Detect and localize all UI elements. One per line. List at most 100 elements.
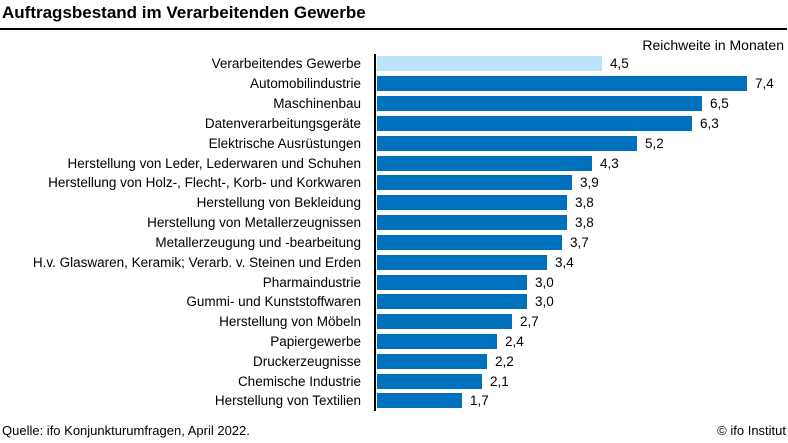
bar: [377, 96, 702, 112]
chart-row: Metallerzeugung und -bearbeitung 3,7: [0, 232, 788, 252]
chart-row: H.v. Glaswaren, Keramik; Verarb. v. Stei…: [0, 252, 788, 272]
category-label: Druckerzeugnisse: [252, 353, 361, 369]
bar-wrap: 6,3: [377, 115, 719, 131]
value-label: 6,3: [700, 115, 719, 131]
bar-wrap: 3,0: [377, 274, 554, 290]
y-axis-line: [374, 54, 376, 411]
value-label: 4,3: [600, 155, 619, 171]
bar: [377, 294, 527, 310]
category-label: Herstellung von Leder, Lederwaren und Sc…: [67, 155, 361, 171]
bar-wrap: 3,0: [377, 294, 554, 310]
bar-wrap: 2,4: [377, 334, 524, 349]
chart-row: Papiergewerbe 2,4: [0, 332, 788, 352]
value-label: 5,2: [645, 135, 664, 151]
chart-rows: Verarbeitendes Gewerbe 4,5 Automobilindust…: [0, 54, 788, 411]
bar: [377, 215, 567, 231]
bar: [377, 373, 482, 389]
category-label: Gummi- und Kunststoffwaren: [186, 294, 361, 310]
value-label: 2,1: [490, 373, 509, 389]
category-label: Papiergewerbe: [270, 334, 361, 349]
bar: [377, 135, 637, 151]
category-label: Herstellung von Bekleidung: [196, 195, 361, 211]
chart-row: Verarbeitendes Gewerbe 4,5: [0, 54, 788, 74]
category-label: Herstellung von Möbeln: [219, 314, 361, 330]
value-label: 2,4: [505, 334, 524, 349]
value-label: 3,7: [570, 234, 589, 250]
value-label: 3,8: [575, 195, 594, 211]
category-label: Verarbeitendes Gewerbe: [211, 56, 361, 72]
category-label: Automobilindustrie: [249, 76, 361, 92]
chart-row: Herstellung von Metallerzeugnissen 3,8: [0, 213, 788, 233]
bar-wrap: 1,7: [377, 393, 489, 409]
bar: [377, 314, 512, 330]
category-label: Herstellung von Textilien: [214, 393, 361, 409]
bar-wrap: 3,8: [377, 215, 594, 231]
bar-wrap: 2,1: [377, 373, 509, 389]
chart-row: Maschinenbau 6,5: [0, 94, 788, 114]
bar: [377, 155, 592, 171]
category-label: Metallerzeugung und -bearbeitung: [155, 234, 361, 250]
bar-wrap: 6,5: [377, 96, 729, 112]
value-label: 7,4: [755, 76, 774, 92]
chart-row: Chemische Industrie 2,1: [0, 371, 788, 391]
chart-row: Herstellung von Bekleidung 3,8: [0, 193, 788, 213]
bar-wrap: 4,5: [377, 56, 629, 72]
value-label: 3,4: [555, 254, 574, 270]
chart-row: Automobilindustrie 7,4: [0, 74, 788, 94]
bar-wrap: 3,7: [377, 234, 589, 250]
bar: [377, 393, 462, 409]
chart-row: Herstellung von Möbeln 2,7: [0, 312, 788, 332]
title-underline: [0, 28, 787, 30]
category-label: Maschinenbau: [273, 96, 361, 112]
value-label: 1,7: [470, 393, 489, 409]
bar: [377, 353, 487, 369]
source-note: Quelle: ifo Konjunkturumfragen, April 20…: [2, 423, 250, 438]
value-label: 3,9: [580, 175, 599, 191]
chart-row: Herstellung von Holz-, Flecht-, Korb- un…: [0, 173, 788, 193]
chart-row: Pharmaindustrie 3,0: [0, 272, 788, 292]
chart-row: Herstellung von Leder, Lederwaren und Sc…: [0, 153, 788, 173]
bar: [377, 175, 572, 191]
bar-wrap: 2,7: [377, 314, 539, 330]
category-label: Herstellung von Holz-, Flecht-, Korb- un…: [48, 175, 361, 191]
x-axis-caption: Reichweite in Monaten: [642, 37, 784, 53]
value-label: 2,7: [520, 314, 539, 330]
chart-row: Gummi- und Kunststoffwaren 3,0: [0, 292, 788, 312]
chart-row: Datenverarbeitungsgeräte 6,3: [0, 113, 788, 133]
value-label: 3,0: [535, 294, 554, 310]
copyright-note: © ifo Institut: [717, 423, 786, 438]
bar-wrap: 3,4: [377, 254, 574, 270]
category-label: H.v. Glaswaren, Keramik; Verarb. v. Stei…: [32, 254, 361, 270]
value-label: 4,5: [610, 56, 629, 72]
bar-wrap: 5,2: [377, 135, 664, 151]
category-label: Herstellung von Metallerzeugnissen: [147, 215, 361, 231]
bar-wrap: 3,9: [377, 175, 599, 191]
category-label: Pharmaindustrie: [262, 274, 361, 290]
bar: [377, 334, 497, 349]
value-label: 3,8: [575, 215, 594, 231]
bar: [377, 76, 747, 92]
bar-chart: Verarbeitendes Gewerbe 4,5 Automobilindust…: [0, 54, 788, 411]
value-label: 2,2: [495, 353, 514, 369]
bar: [377, 254, 547, 270]
value-label: 6,5: [710, 96, 729, 112]
bar: [377, 56, 602, 72]
value-label: 3,0: [535, 274, 554, 290]
category-label: Elektrische Ausrüstungen: [208, 135, 361, 151]
category-label: Chemische Industrie: [237, 373, 361, 389]
bar: [377, 274, 527, 290]
bar-wrap: 2,2: [377, 353, 514, 369]
category-label: Datenverarbeitungsgeräte: [204, 115, 361, 131]
footer: Quelle: ifo Konjunkturumfragen, April 20…: [0, 422, 788, 438]
bar: [377, 234, 562, 250]
chart-row: Druckerzeugnisse 2,2: [0, 351, 788, 371]
bar-wrap: 3,8: [377, 195, 594, 211]
bar-wrap: 7,4: [377, 76, 774, 92]
chart-row: Elektrische Ausrüstungen 5,2: [0, 133, 788, 153]
chart-row: Herstellung von Textilien 1,7: [0, 391, 788, 411]
chart-title: Auftragsbestand im Verarbeitenden Gewerb…: [2, 3, 366, 22]
bar: [377, 115, 692, 131]
bar: [377, 195, 567, 211]
bar-wrap: 4,3: [377, 155, 619, 171]
